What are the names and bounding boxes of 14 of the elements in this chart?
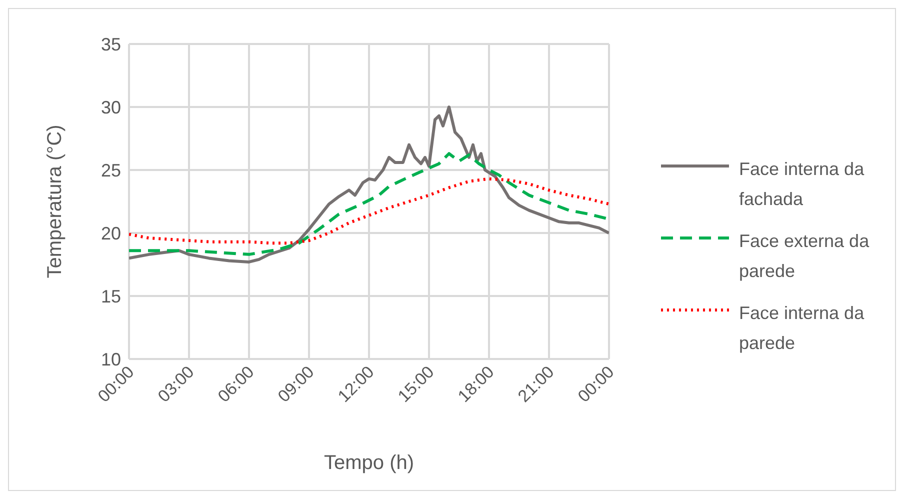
line-series bbox=[129, 177, 609, 245]
legend-label: Face interna da fachada bbox=[739, 158, 866, 211]
y-tick-label: 30 bbox=[100, 97, 121, 118]
legend-label: Face externa da parede bbox=[739, 230, 870, 283]
legend-label: Face interna da parede bbox=[739, 302, 866, 355]
y-tick-label: 35 bbox=[100, 34, 121, 54]
y-axis-title: Temperatura (°C) bbox=[44, 124, 66, 278]
y-tick-label: 15 bbox=[100, 286, 121, 306]
x-axis-title: Tempo (h) bbox=[324, 452, 414, 474]
line-series bbox=[129, 106, 609, 264]
y-tick-label: 20 bbox=[100, 223, 121, 244]
line-series bbox=[129, 152, 609, 256]
y-tick-label: 10 bbox=[100, 349, 121, 370]
y-tick-label: 25 bbox=[100, 160, 121, 180]
